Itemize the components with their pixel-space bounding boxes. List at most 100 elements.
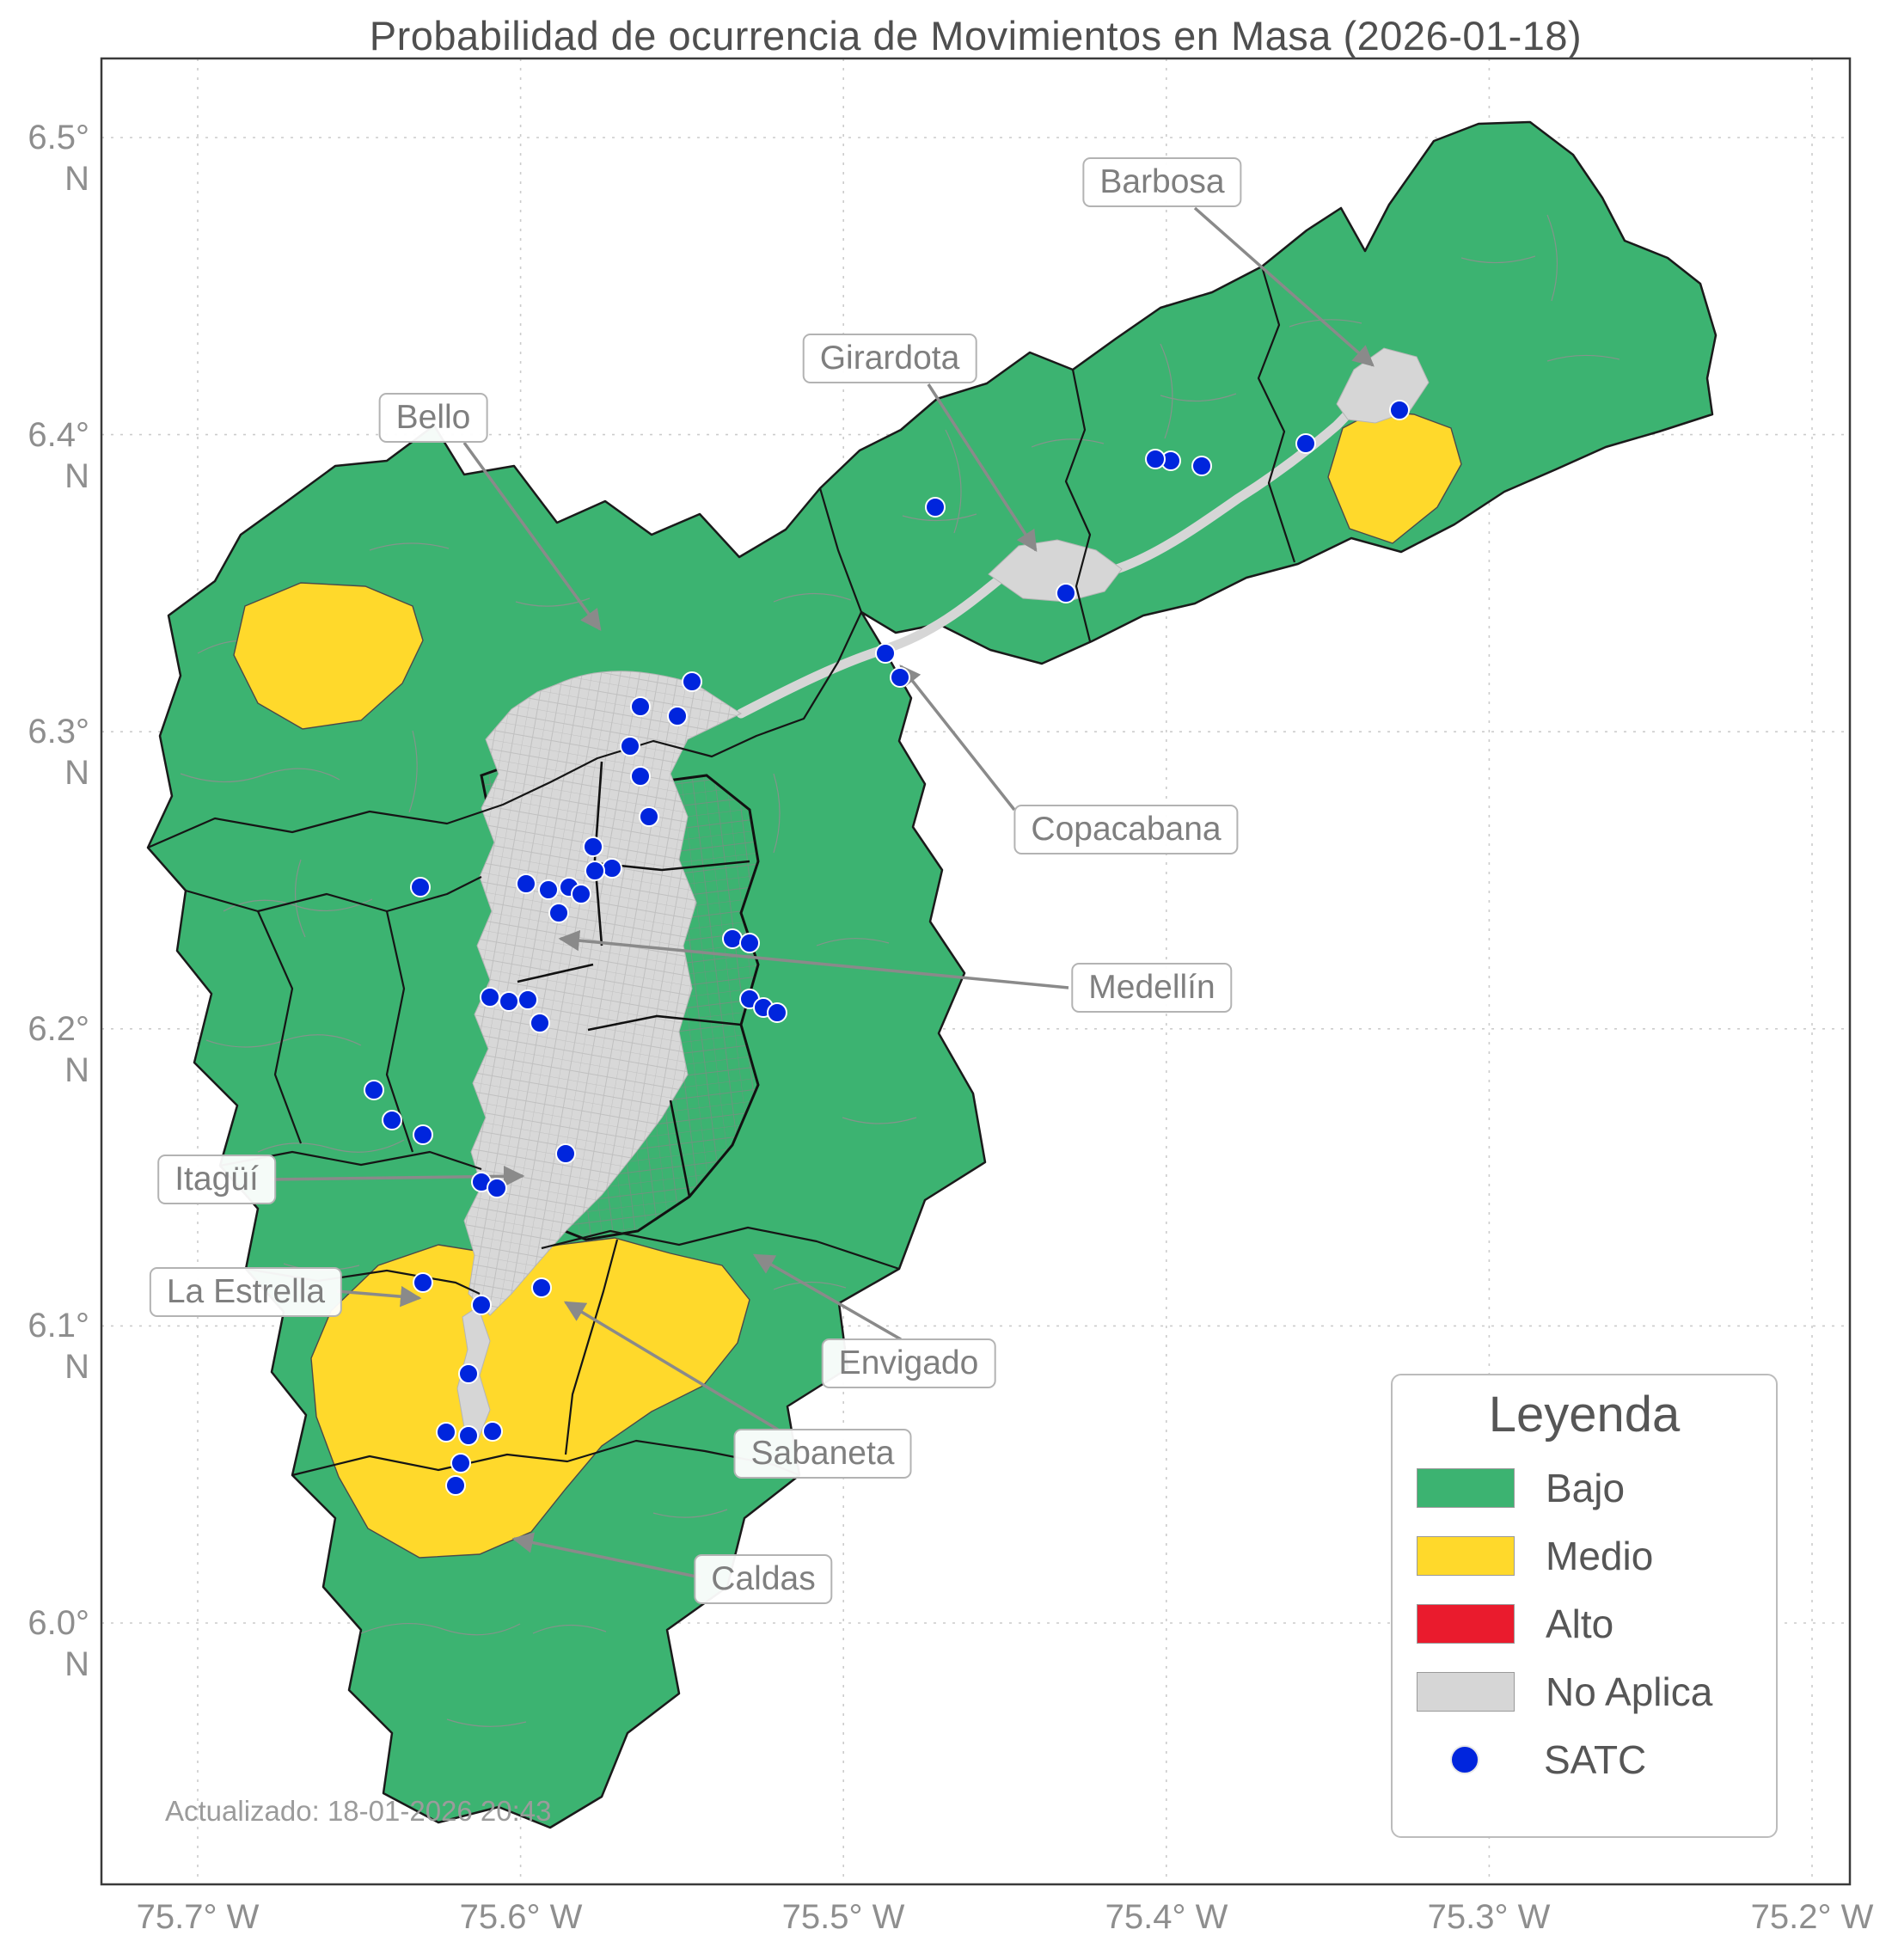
legend-item-bajo: Bajo — [1393, 1454, 1776, 1522]
satc-point — [722, 928, 743, 949]
legend-swatch-alto — [1417, 1603, 1515, 1644]
satc-point — [890, 667, 910, 688]
satc-point — [516, 873, 536, 894]
legend-title: Leyenda — [1488, 1387, 1681, 1442]
legend-item-alto: Alto — [1393, 1589, 1776, 1657]
chart-title: Probabilidad de ocurrencia de Movimiento… — [369, 13, 1583, 58]
x-tick-75-5: 75.5° W — [781, 1898, 905, 1936]
satc-point — [630, 696, 651, 717]
arrow-la-estrella — [336, 1285, 422, 1308]
municipality-borders — [147, 266, 1296, 1477]
medium-patch-northwest — [233, 582, 424, 730]
satc-point — [555, 1143, 576, 1164]
satc-point — [1056, 583, 1076, 603]
satc-point — [548, 903, 569, 923]
satc-point — [639, 806, 659, 827]
legend-label-satc: SATC — [1544, 1736, 1647, 1782]
plot-frame — [100, 57, 1852, 1886]
x-tick-75-6: 75.6° W — [459, 1898, 583, 1936]
arrow-bello — [462, 441, 602, 631]
satc-point — [1191, 456, 1212, 476]
arrow-medellin — [558, 929, 1069, 989]
satc-point — [1145, 449, 1166, 469]
satc-point — [382, 1110, 402, 1130]
satc-point — [630, 766, 651, 787]
y-tick-6-5: 6.5° N — [28, 119, 89, 198]
annotation-itagui: Itagüí — [157, 1155, 276, 1204]
satc-point — [499, 991, 519, 1012]
legend-label-bajo: Bajo — [1546, 1465, 1626, 1510]
satc-point — [458, 1363, 479, 1384]
satc-point — [487, 1178, 507, 1198]
annotation-girardota: Girardota — [802, 334, 977, 383]
satc-point — [471, 1295, 492, 1315]
annotation-la-estrella: La Estrella — [149, 1267, 343, 1317]
satc-point — [538, 879, 559, 900]
arrow-girardota — [927, 383, 1038, 553]
arrow-barbosa — [1193, 206, 1375, 367]
satc-point — [413, 1272, 433, 1293]
satc-point — [458, 1425, 479, 1446]
y-tick-6-3: 6.3° N — [28, 713, 89, 792]
satc-point — [410, 877, 431, 897]
satc-point — [445, 1475, 466, 1496]
y-tick-6-2: 6.2° N — [28, 1010, 89, 1089]
satc-point — [682, 671, 702, 692]
satc-point — [482, 1421, 503, 1442]
legend-item-no-aplica: No Aplica — [1393, 1657, 1776, 1725]
comuna-borders — [517, 761, 750, 1197]
legend-swatch-medio — [1417, 1535, 1515, 1576]
legend-label-no-aplica: No Aplica — [1546, 1669, 1713, 1714]
y-tick-6-1: 6.1° N — [28, 1307, 89, 1386]
satc-point — [517, 989, 538, 1010]
y-tick-6-0: 6.0° N — [28, 1604, 89, 1683]
arrow-caldas — [511, 1532, 701, 1579]
annotation-barbosa: Barbosa — [1082, 157, 1242, 207]
updated-text: Actualizado: 18-01-2026 20:43 — [165, 1795, 552, 1827]
legend-label-alto: Alto — [1546, 1601, 1614, 1646]
x-tick-75-2: 75.2° W — [1750, 1898, 1874, 1936]
satc-point — [620, 736, 640, 756]
legend-label-medio: Medio — [1546, 1533, 1654, 1578]
satc-point — [1295, 433, 1316, 454]
arrow-copacabana — [899, 665, 1016, 812]
annotation-sabaneta: Sabaneta — [733, 1429, 912, 1479]
satc-point — [1389, 400, 1410, 420]
no-aplica-areas — [456, 347, 1430, 1441]
satc-point — [413, 1124, 433, 1145]
legend: Leyenda Bajo Medio Alto No Aplica SATC — [1391, 1374, 1778, 1838]
satc-point — [530, 1013, 550, 1033]
legend-swatch-bajo — [1417, 1467, 1515, 1508]
annotation-arrows — [270, 206, 1375, 1579]
satc-point — [531, 1277, 552, 1298]
satc-dot-icon — [1450, 1744, 1479, 1774]
arrow-envigado — [752, 1253, 902, 1341]
satc-point — [436, 1422, 456, 1442]
urban-valley-corridor — [463, 671, 743, 1316]
satc-point — [585, 861, 605, 881]
y-tick-6-4: 6.4° N — [28, 416, 89, 495]
satc-point — [480, 987, 500, 1008]
satc-point — [450, 1453, 471, 1473]
satc-point — [739, 933, 760, 953]
legend-swatch-no-aplica — [1417, 1671, 1515, 1712]
legend-item-medio: Medio — [1393, 1522, 1776, 1589]
x-tick-75-4: 75.4° W — [1105, 1898, 1228, 1936]
annotation-bello: Bello — [378, 393, 488, 443]
arrow-sabaneta — [563, 1301, 779, 1431]
satc-point — [364, 1080, 384, 1100]
annotation-caldas: Caldas — [694, 1554, 833, 1604]
satc-points-layer — [364, 400, 1410, 1496]
satc-point — [925, 497, 946, 518]
annotation-medellin: Medellín — [1071, 963, 1233, 1013]
annotation-copacabana: Copacabana — [1013, 805, 1239, 854]
satc-point — [767, 1002, 787, 1023]
x-tick-75-7: 75.7° W — [136, 1898, 260, 1936]
satc-point — [583, 836, 603, 857]
annotation-envigado: Envigado — [821, 1338, 996, 1388]
satc-point — [571, 884, 591, 904]
satc-point — [875, 643, 896, 664]
legend-satc-marker-wrap — [1417, 1744, 1513, 1774]
satc-point — [602, 858, 622, 879]
